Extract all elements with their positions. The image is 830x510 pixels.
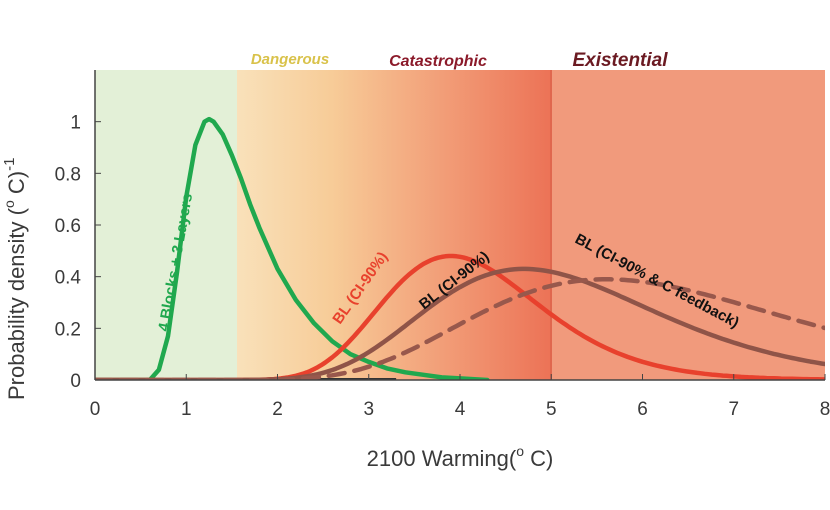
zone-label-existential: Existential [572,50,668,71]
gradient-region [237,70,552,380]
y-axis-label-mid: C) [4,171,29,200]
y-ticks: 0 0.2 0.4 0.6 0.8 1 [55,113,101,392]
y-axis-label-sup1: o [1,200,17,208]
x-tick-label: 7 [728,399,739,420]
series-line-4-blocks-3-layers [95,116,490,380]
x-tick-label: 1 [181,399,192,420]
series-line-bl-ci90-red [95,253,825,380]
x-ticks: 0 1 2 3 4 5 6 7 8 [90,374,830,420]
series-line-bl-ci90-brown [95,266,825,380]
curves [95,116,825,380]
x-axis-label: 2100 Warming(o C) [367,443,554,471]
x-tick-label: 2 [272,399,283,420]
y-tick-label: 0 [70,371,81,392]
plot-background [95,70,825,380]
x-axis-label-end: C) [524,446,553,471]
x-tick-label: 5 [546,399,557,420]
x-tick-label: 4 [455,399,466,420]
y-axis-label-sup2: -1 [1,158,18,171]
x-axis-label-base: 2100 Warming( [367,446,517,471]
series-line-bl-ci90-feedback [95,277,825,380]
x-axis-label-sup: o [516,443,524,459]
y-tick-label: 0.4 [55,268,82,289]
zone-label-catastrophic: Catastrophic [389,53,487,70]
y-axis-label-base: Probability density ( [4,207,29,400]
existential-region [552,70,825,380]
x-tick-label: 3 [363,399,374,420]
x-tick-label: 8 [820,399,830,420]
zone-label-dangerous: Dangerous [251,51,329,68]
y-tick-label: 0.2 [55,319,81,340]
safe-region [95,70,237,380]
zone-labels: Dangerous Catastrophic Existential [251,50,668,71]
x-tick-label: 6 [637,399,648,420]
y-tick-label: 1 [70,113,81,134]
y-tick-label: 0.6 [55,216,81,237]
y-axis-label: Probability density (o C)-1 [1,158,29,400]
y-tick-label: 0.8 [55,164,81,185]
x-tick-label: 0 [90,399,101,420]
